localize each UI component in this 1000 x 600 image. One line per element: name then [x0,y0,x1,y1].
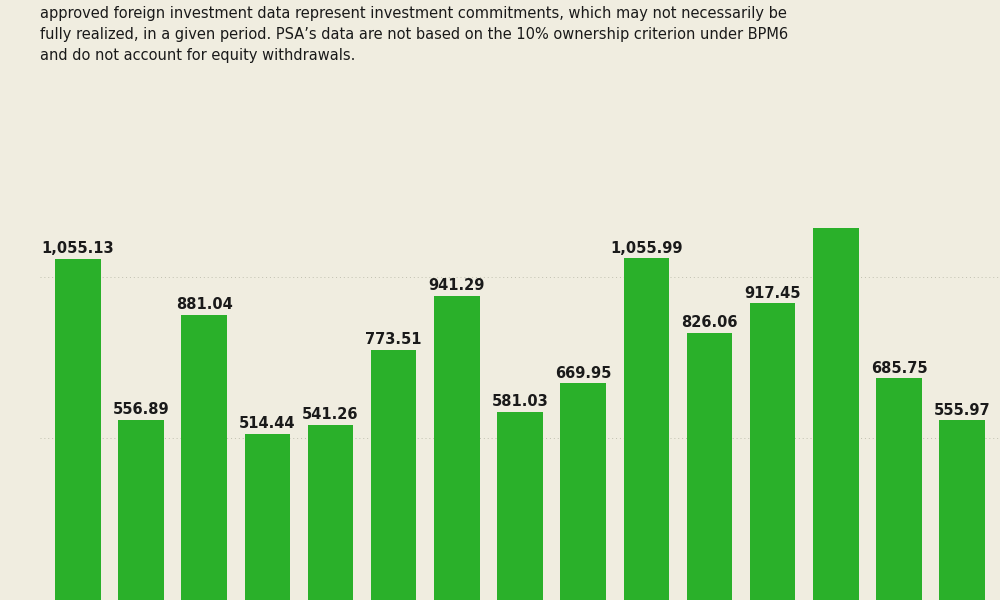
Text: 514.44: 514.44 [239,416,296,431]
Text: 1,055.99: 1,055.99 [610,241,683,256]
Text: 685.75: 685.75 [871,361,927,376]
Text: 541.26: 541.26 [302,407,359,422]
Bar [308,425,353,600]
Bar [181,315,227,600]
Bar [750,303,795,600]
Text: 581.03: 581.03 [492,394,548,409]
Bar [434,296,480,600]
Bar [55,259,101,600]
Bar [939,420,985,600]
Text: 826.06: 826.06 [681,315,738,330]
Text: 917.45: 917.45 [744,286,801,301]
Bar [497,412,543,600]
Bar [624,259,669,600]
Text: 556.89: 556.89 [113,402,169,417]
Text: 881.04: 881.04 [176,298,233,313]
Bar [371,350,416,600]
Text: 669.95: 669.95 [555,365,611,380]
Bar [245,434,290,600]
Bar [813,147,859,600]
Text: approved foreign investment data represent investment commitments, which may not: approved foreign investment data represe… [40,6,788,63]
Text: 773.51: 773.51 [365,332,422,347]
Bar [560,383,606,600]
Bar [876,378,922,600]
Bar [687,333,732,600]
Text: 555.97: 555.97 [934,403,990,418]
Bar [118,420,164,600]
Text: 1,055.13: 1,055.13 [42,241,114,256]
Text: 941.29: 941.29 [429,278,485,293]
